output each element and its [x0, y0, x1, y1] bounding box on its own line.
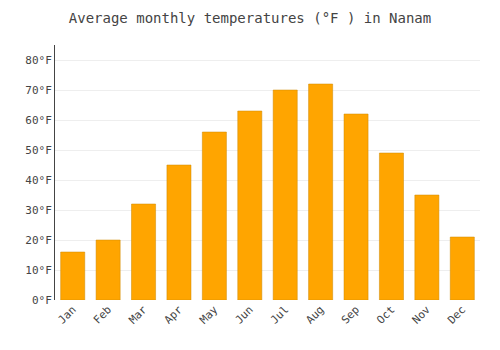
svg-text:Jun: Jun [233, 303, 256, 326]
svg-text:40°F: 40°F [25, 174, 52, 187]
svg-text:Nov: Nov [410, 303, 434, 327]
svg-text:30°F: 30°F [25, 204, 52, 217]
svg-text:Aug: Aug [303, 303, 326, 326]
svg-text:Dec: Dec [445, 303, 468, 326]
svg-text:0°F: 0°F [32, 294, 52, 307]
svg-text:Feb: Feb [91, 303, 114, 326]
svg-text:Oct: Oct [374, 303, 397, 326]
svg-text:Apr: Apr [162, 303, 186, 327]
svg-text:50°F: 50°F [25, 144, 52, 157]
svg-text:Mar: Mar [126, 303, 150, 327]
svg-text:70°F: 70°F [25, 84, 52, 97]
svg-text:Jul: Jul [268, 303, 291, 326]
svg-text:20°F: 20°F [25, 234, 52, 247]
svg-text:80°F: 80°F [25, 54, 52, 67]
svg-text:10°F: 10°F [25, 264, 52, 277]
svg-text:Average monthly temperatures (: Average monthly temperatures (°F ) in Na… [69, 10, 431, 26]
svg-text:May: May [197, 303, 221, 327]
svg-text:Sep: Sep [339, 303, 362, 326]
svg-text:60°F: 60°F [25, 114, 52, 127]
svg-text:Jan: Jan [55, 303, 78, 326]
